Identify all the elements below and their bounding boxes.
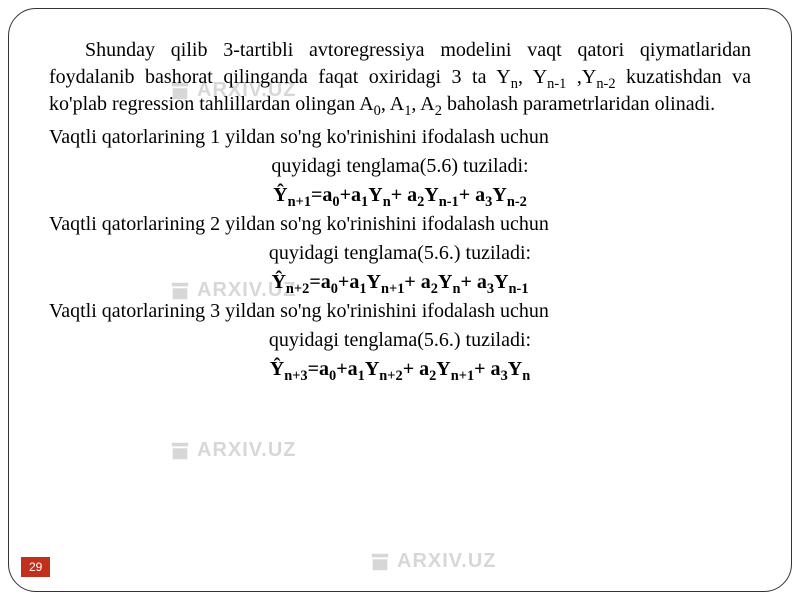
- watermark-text: ARXIV.UZ: [197, 439, 297, 462]
- block1-line2: quyidagi tenglama(5.6) tuziladi:: [49, 153, 751, 180]
- watermark: ARXIV.UZ: [169, 439, 297, 462]
- archive-icon: [169, 440, 191, 462]
- block3-line1: Vaqtli qatorlarining 3 yildan so'ng ko'r…: [49, 298, 751, 325]
- equation-2: Ŷn+2=a0+a1Yn+1+ a2Yn+ a3Yn-1: [49, 269, 751, 296]
- intro-paragraph: Shunday qilib 3-tartibli avtoregressiya …: [49, 37, 751, 118]
- block2-line2: quyidagi tenglama(5.6.) tuziladi:: [49, 240, 751, 267]
- block3-line2: quyidagi tenglama(5.6.) tuziladi:: [49, 327, 751, 354]
- slide-content: Shunday qilib 3-tartibli avtoregressiya …: [49, 37, 751, 383]
- equation-3: Ŷn+3=a0+a1Yn+2+ a2Yn+1+ a3Yn: [49, 356, 751, 383]
- watermark: ARXIV.UZ: [369, 550, 497, 573]
- page-number-badge: 29: [21, 557, 50, 577]
- block2-line1: Vaqtli qatorlarining 2 yildan so'ng ko'r…: [49, 211, 751, 238]
- block1-line1: Vaqtli qatorlarining 1 yildan so'ng ko'r…: [49, 124, 751, 151]
- slide-frame: ARXIV.UZ ARXIV.UZ ARXIV.UZ ARXIV.UZ Shun…: [8, 8, 792, 592]
- equation-1: Ŷn+1=a0+a1Yn+ a2Yn-1+ a3Yn-2: [49, 182, 751, 209]
- watermark-text: ARXIV.UZ: [397, 550, 497, 573]
- archive-icon: [369, 551, 391, 573]
- page-number: 29: [29, 560, 42, 574]
